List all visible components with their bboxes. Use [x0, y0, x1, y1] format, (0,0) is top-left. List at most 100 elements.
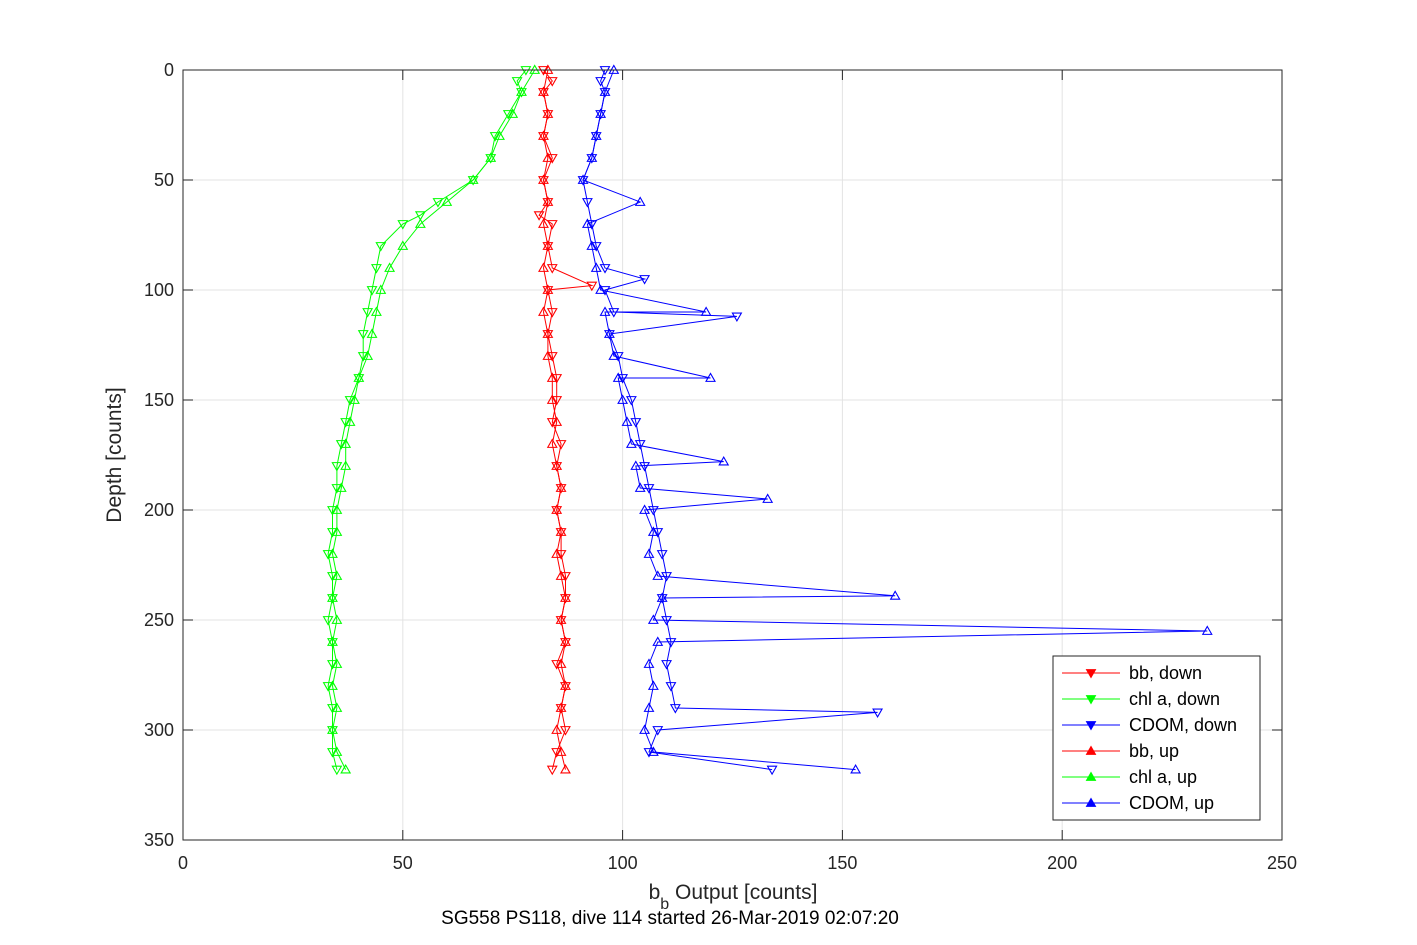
- y-tick-label: 100: [144, 280, 174, 300]
- data-point: [511, 77, 523, 87]
- data-point: [551, 660, 563, 670]
- data-point: [560, 763, 571, 774]
- data-point: [516, 88, 527, 98]
- data-point: [647, 614, 659, 624]
- data-point: [331, 504, 343, 514]
- y-tick-label: 150: [144, 390, 174, 410]
- data-point: [555, 550, 567, 560]
- series-chl-a-up: [327, 64, 541, 774]
- data-point: [555, 746, 567, 756]
- data-point: [656, 592, 668, 602]
- legend-item: bb, up: [1062, 741, 1179, 761]
- data-point: [555, 658, 567, 668]
- data-point: [542, 110, 554, 120]
- data-point: [603, 328, 615, 338]
- data-point: [599, 66, 611, 76]
- data-point: [560, 592, 571, 602]
- data-point: [370, 306, 382, 316]
- data-point: [621, 416, 633, 426]
- legend-label: bb, down: [1129, 663, 1202, 683]
- data-point: [581, 218, 593, 228]
- data-point: [652, 528, 664, 538]
- legend-item: CDOM, up: [1062, 793, 1214, 813]
- data-point: [551, 460, 563, 470]
- data-point: [538, 262, 549, 272]
- data-point: [546, 765, 558, 776]
- data-point: [555, 482, 567, 492]
- data-point: [327, 592, 338, 602]
- legend-box: [1052, 655, 1261, 821]
- data-point: [590, 132, 602, 142]
- data-point: [331, 614, 343, 624]
- data-point: [340, 438, 352, 448]
- data-point: [340, 763, 352, 774]
- data-point: [705, 372, 716, 382]
- data-point: [414, 211, 426, 221]
- legend-marker: [1085, 721, 1097, 731]
- legend-item: chl a, down: [1062, 689, 1220, 709]
- data-point: [555, 484, 567, 494]
- data-point: [546, 438, 558, 448]
- data-point: [542, 350, 554, 360]
- data-point: [538, 218, 549, 228]
- data-point: [335, 440, 347, 450]
- data-point: [538, 132, 549, 142]
- data-point: [555, 570, 567, 580]
- legend-label: CDOM, up: [1129, 793, 1214, 813]
- data-point: [542, 108, 554, 118]
- data-point: [889, 590, 901, 600]
- data-point: [656, 594, 668, 604]
- data-point: [327, 748, 338, 758]
- data-point: [370, 264, 382, 274]
- data-point: [546, 77, 558, 87]
- data-point: [327, 638, 338, 648]
- series-bb-down: [533, 66, 598, 776]
- data-point: [560, 638, 571, 648]
- data-point: [599, 306, 611, 316]
- data-point: [344, 396, 356, 406]
- data-point: [617, 374, 629, 384]
- data-point: [344, 416, 356, 426]
- data-point: [327, 506, 338, 516]
- data-point: [331, 746, 343, 756]
- data-point: [731, 312, 743, 323]
- data-point: [542, 240, 554, 250]
- data-point: [327, 680, 338, 690]
- data-point: [560, 726, 571, 736]
- data-point: [586, 154, 598, 164]
- data-point: [555, 440, 567, 450]
- data-point: [608, 350, 620, 360]
- data-point: [542, 152, 554, 162]
- data-point: [590, 130, 602, 140]
- data-point: [546, 264, 558, 274]
- data-point: [485, 154, 497, 164]
- data-point: [647, 506, 659, 516]
- data-point: [560, 636, 571, 646]
- data-point: [414, 218, 426, 228]
- data-point: [700, 306, 712, 316]
- x-tick-label: 250: [1267, 853, 1297, 873]
- data-point: [516, 86, 527, 96]
- data-point: [603, 330, 615, 340]
- data-point: [546, 394, 558, 404]
- data-point: [661, 660, 673, 670]
- data-point: [331, 462, 343, 472]
- x-tick-label: 100: [608, 853, 638, 873]
- legend-item: bb, down: [1062, 663, 1202, 683]
- data-point: [551, 462, 563, 472]
- data-point: [331, 526, 343, 536]
- data-point: [555, 704, 567, 714]
- data-point: [331, 484, 343, 494]
- data-point: [357, 352, 369, 362]
- data-point: [718, 455, 730, 466]
- data-point: [538, 130, 549, 140]
- data-point: [586, 152, 598, 162]
- data-point: [546, 308, 558, 318]
- data-point: [348, 394, 360, 404]
- data-point: [331, 765, 343, 776]
- data-point: [353, 372, 365, 382]
- data-point: [441, 196, 453, 206]
- data-point: [375, 284, 387, 294]
- data-point: [625, 438, 637, 448]
